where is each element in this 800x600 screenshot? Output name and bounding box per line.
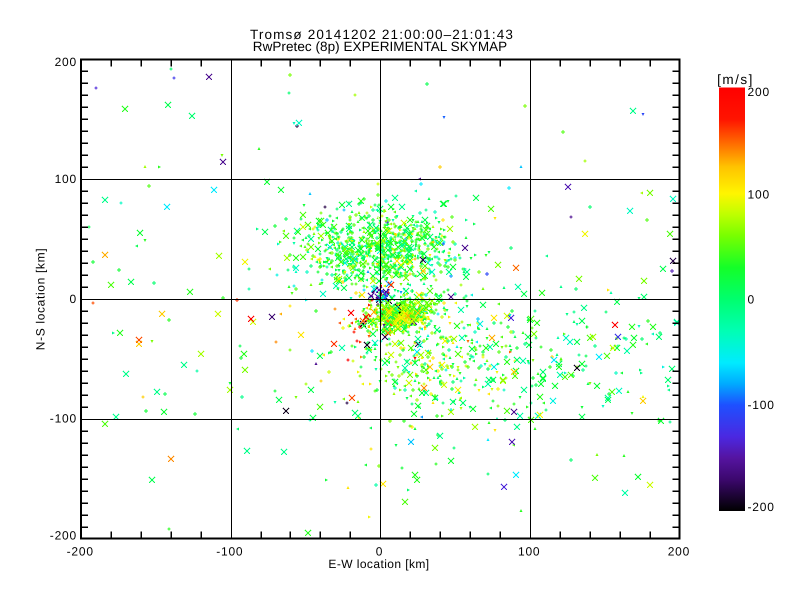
- svg-text:-200: -200: [67, 545, 94, 559]
- svg-text:0: 0: [748, 292, 755, 306]
- svg-text:100: 100: [748, 188, 770, 202]
- svg-text:0: 0: [70, 292, 77, 306]
- svg-text:200: 200: [748, 85, 770, 99]
- svg-text:-100: -100: [50, 412, 77, 426]
- svg-text:100: 100: [55, 172, 77, 186]
- svg-text:Tromsø 20141202 21:00:00–21:01: Tromsø 20141202 21:00:00–21:01:43: [250, 27, 514, 42]
- svg-text:200: 200: [668, 545, 690, 559]
- svg-text:100: 100: [518, 545, 540, 559]
- svg-text:[m/s]: [m/s]: [717, 72, 754, 87]
- svg-text:200: 200: [55, 55, 77, 69]
- svg-text:RwPretec (8p) EXPERIMENTAL SKY: RwPretec (8p) EXPERIMENTAL SKYMAP: [253, 39, 507, 54]
- svg-text:-200: -200: [50, 529, 77, 543]
- svg-text:-200: -200: [748, 500, 775, 514]
- svg-text:-100: -100: [216, 545, 243, 559]
- svg-text:0: 0: [376, 545, 383, 559]
- svg-text:N-S location [km]: N-S location [km]: [34, 248, 48, 350]
- svg-text:-100: -100: [748, 398, 775, 412]
- svg-text:E-W location [km]: E-W location [km]: [328, 557, 429, 571]
